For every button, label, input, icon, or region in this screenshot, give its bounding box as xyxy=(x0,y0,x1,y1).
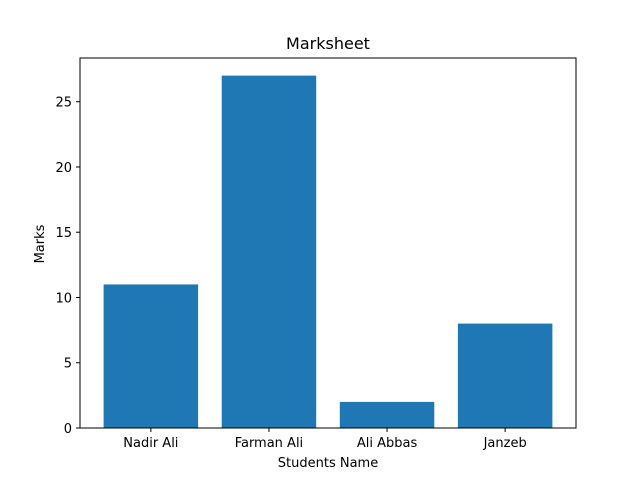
x-tick-label: Farman Ali xyxy=(235,436,304,451)
bar xyxy=(339,401,435,428)
y-axis: 0 5 10 15 20 25 xyxy=(55,96,80,437)
bar xyxy=(221,75,317,428)
x-tick-label: Nadir Ali xyxy=(123,436,178,451)
y-tick-label: 10 xyxy=(55,291,72,306)
x-axis-label: Students Name xyxy=(278,456,378,471)
y-tick-label: 15 xyxy=(55,226,72,241)
y-tick-label: 20 xyxy=(55,161,72,176)
y-tick-label: 25 xyxy=(55,96,72,111)
bars-layer xyxy=(103,75,553,428)
chart-title: Marksheet xyxy=(286,34,370,53)
x-tick-label: Janzeb xyxy=(483,436,527,451)
plot-frame xyxy=(79,57,577,429)
bar xyxy=(457,323,553,428)
bar xyxy=(103,284,199,428)
y-tick-label: 5 xyxy=(64,357,72,372)
y-axis-label: Marks xyxy=(33,224,48,263)
y-tick-label: 0 xyxy=(64,422,72,437)
x-tick-label: Ali Abbas xyxy=(357,436,418,451)
x-axis: Nadir Ali Farman Ali Ali Abbas Janzeb xyxy=(123,428,527,451)
